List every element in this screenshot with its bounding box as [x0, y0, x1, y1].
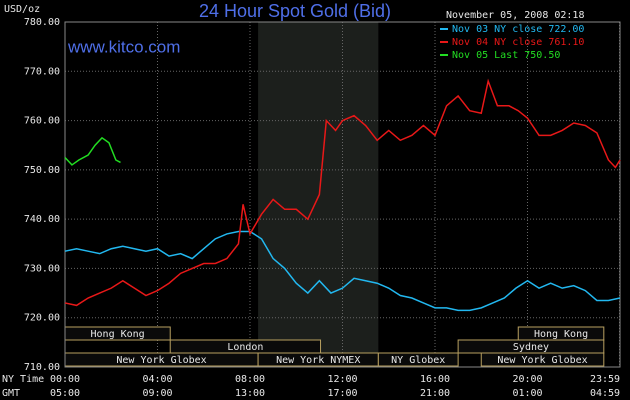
- x-tick-label: 16:00: [420, 374, 450, 385]
- x-tick-label-gmt: 21:00: [420, 388, 450, 399]
- price-line: [64, 78, 621, 307]
- x-tick-label: 04:00: [142, 374, 172, 385]
- y-tick-label: 750.00: [24, 165, 60, 176]
- x-tick-label-gmt: 01:00: [512, 388, 542, 399]
- session-label: Hong Kong: [534, 329, 588, 340]
- timestamp: November 05, 2008 02:18: [446, 10, 584, 21]
- session-box: [480, 352, 605, 367]
- legend-entry: Nov 04 NY close 761.10: [452, 37, 584, 48]
- site-label: www.kitco.com: [67, 37, 180, 56]
- session-label: New York Globex: [116, 355, 206, 366]
- session-label: NY Globex: [391, 355, 445, 366]
- x-tick-label: 23:59: [590, 374, 620, 385]
- session-box: [377, 352, 459, 367]
- x-row-label: NY Time: [2, 374, 44, 385]
- y-tick-label: 770.00: [24, 66, 60, 77]
- x-tick-label-gmt: 05:00: [50, 388, 80, 399]
- session-label: Hong Kong: [91, 329, 145, 340]
- y-tick-label: 740.00: [24, 214, 60, 225]
- y-tick-label: 710.00: [24, 362, 60, 373]
- x-tick-label: 08:00: [235, 374, 265, 385]
- legend-entry: Nov 03 NY close 722.00: [452, 24, 584, 35]
- plot-frame: [64, 21, 621, 368]
- session-label: Sydney: [513, 342, 549, 353]
- x-tick-label: 12:00: [327, 374, 357, 385]
- session-label: London: [227, 342, 263, 353]
- session-label: New York Globex: [497, 355, 587, 366]
- price-line: [64, 230, 621, 312]
- y-tick-label: 760.00: [24, 116, 60, 127]
- chart-title: 24 Hour Spot Gold (Bid): [199, 1, 391, 21]
- x-row-label: GMT: [2, 388, 20, 399]
- x-tick-label-gmt: 13:00: [235, 388, 265, 399]
- x-tick-label-gmt: 17:00: [327, 388, 357, 399]
- y-axis-label: USD/oz: [4, 4, 40, 15]
- y-tick-label: 720.00: [24, 313, 60, 324]
- legend-entry: Nov 05 Last 750.50: [452, 50, 560, 61]
- y-tick-label: 730.00: [24, 263, 60, 274]
- price-line: [64, 136, 121, 166]
- x-tick-label-gmt: 04:59: [590, 388, 620, 399]
- y-tick-label: 780.00: [24, 17, 60, 28]
- x-tick-label: 00:00: [50, 374, 80, 385]
- highlight-band: [258, 22, 379, 367]
- x-tick-label-gmt: 09:00: [142, 388, 172, 399]
- session-label: New York NYMEX: [276, 355, 360, 366]
- x-tick-label: 20:00: [512, 374, 542, 385]
